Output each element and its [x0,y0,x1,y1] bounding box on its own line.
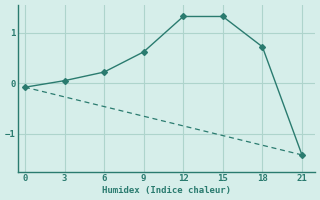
X-axis label: Humidex (Indice chaleur): Humidex (Indice chaleur) [102,186,231,195]
